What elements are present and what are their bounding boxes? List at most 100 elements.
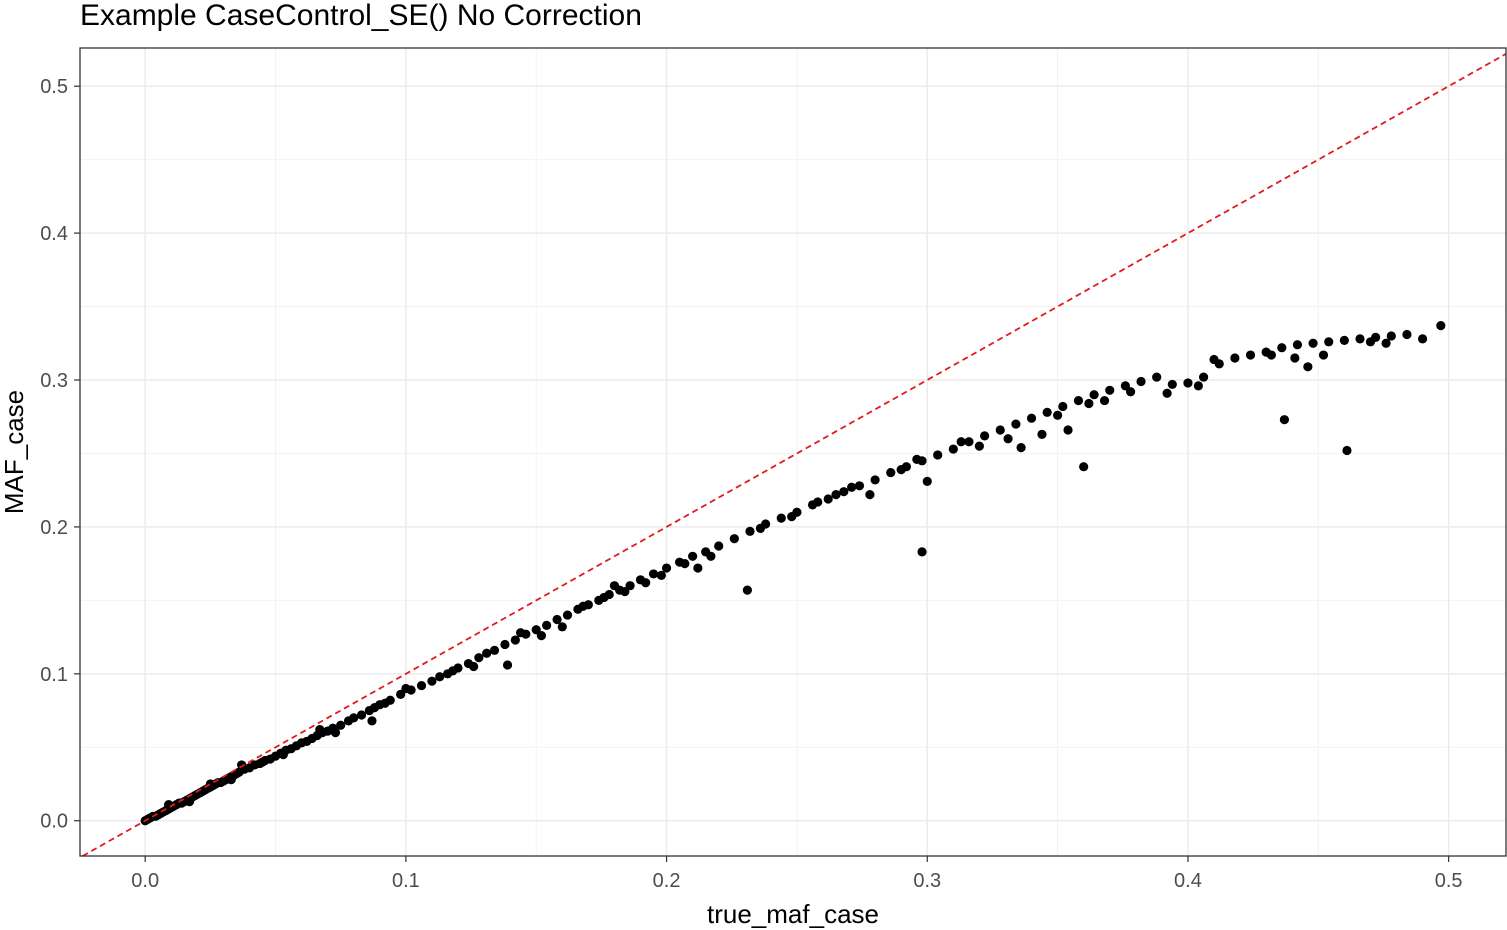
x-tick-label: 0.0 (131, 870, 159, 892)
data-point (706, 551, 716, 561)
x-tick-label: 0.5 (1435, 870, 1463, 892)
data-point (641, 578, 651, 588)
data-point (661, 563, 672, 573)
data-point (755, 523, 766, 533)
y-tick-label: 0.1 (40, 664, 68, 686)
data-point (1003, 434, 1013, 444)
data-point (448, 666, 458, 676)
y-tick-label: 0.2 (40, 517, 68, 539)
data-point (401, 683, 411, 694)
data-point (1342, 445, 1352, 456)
data-point (896, 465, 906, 475)
data-point (688, 551, 698, 561)
data-point (356, 710, 367, 720)
data-point (839, 487, 849, 497)
data-point (336, 720, 346, 730)
x-tick-label: 0.3 (913, 870, 941, 892)
data-point (742, 585, 752, 595)
data-point (1209, 354, 1219, 365)
data-point (729, 534, 739, 544)
data-point (1084, 398, 1094, 409)
data-point (562, 610, 573, 620)
data-point (1386, 331, 1396, 341)
y-tick-label: 0.4 (40, 223, 68, 245)
data-point (557, 622, 567, 632)
major-gridlines (80, 48, 1506, 856)
data-point (886, 467, 896, 478)
data-point (680, 559, 690, 569)
data-point (482, 648, 492, 658)
data-point (184, 797, 195, 807)
identity-reference-line (82, 53, 1507, 857)
data-point (1266, 350, 1276, 360)
data-point (831, 490, 841, 500)
data-point (1053, 410, 1063, 420)
data-point (823, 494, 833, 504)
data-point (1099, 395, 1110, 406)
y-axis: 0.0 0.1 0.2 0.3 0.4 0.5 (40, 76, 80, 833)
data-point (609, 581, 620, 591)
data-point (1318, 350, 1329, 360)
data-point (1339, 335, 1349, 345)
data-point (435, 672, 445, 682)
data-point (922, 476, 932, 486)
data-point (1277, 343, 1287, 353)
data-point (1436, 321, 1446, 331)
data-point (847, 482, 857, 492)
data-point (552, 614, 562, 625)
data-point (515, 628, 526, 638)
data-point (1303, 362, 1313, 372)
data-point (917, 547, 927, 557)
data-point (1290, 353, 1300, 363)
data-point (948, 444, 958, 454)
data-point (416, 680, 427, 691)
data-point (427, 676, 437, 686)
data-point (1073, 395, 1084, 406)
y-tick-label: 0.5 (40, 76, 68, 98)
data-point (656, 570, 666, 581)
data-point (1011, 419, 1021, 429)
data-point (1125, 387, 1136, 397)
data-point (237, 760, 247, 770)
data-point (776, 513, 786, 523)
data-point (1245, 350, 1256, 360)
data-point (510, 635, 520, 645)
data-point (1089, 390, 1099, 400)
data-point (1193, 381, 1203, 391)
x-axis-title: true_maf_case (707, 899, 879, 929)
data-point (1026, 413, 1037, 423)
data-point (542, 620, 552, 630)
data-point (1230, 353, 1240, 363)
x-tick-label: 0.2 (653, 870, 681, 892)
data-point (1198, 372, 1209, 382)
data-point (257, 757, 268, 767)
minor-gridlines (80, 48, 1506, 856)
data-point (367, 716, 377, 726)
data-point (912, 454, 922, 464)
data-point (278, 750, 288, 760)
data-point (956, 437, 966, 447)
data-point (714, 541, 724, 551)
data-point (502, 660, 513, 670)
data-point (933, 450, 943, 460)
data-point (1292, 340, 1303, 350)
data-point (1167, 379, 1177, 390)
x-axis: 0.0 0.1 0.2 0.3 0.4 0.5 (131, 856, 1463, 892)
data-point (531, 625, 541, 635)
data-point (1058, 401, 1068, 412)
y-axis-title: MAF_case (0, 390, 29, 514)
data-point (974, 441, 984, 451)
panel-border (79, 47, 1507, 857)
data-point (396, 689, 406, 700)
data-point (995, 425, 1005, 435)
data-point (1417, 334, 1428, 344)
data-point (164, 799, 174, 810)
data-point (745, 526, 755, 536)
y-tick-label: 0.0 (40, 811, 68, 833)
data-points (140, 321, 1446, 826)
data-point (787, 512, 797, 522)
data-point (1079, 462, 1089, 472)
data-point (1063, 425, 1073, 435)
data-point (1402, 329, 1412, 340)
